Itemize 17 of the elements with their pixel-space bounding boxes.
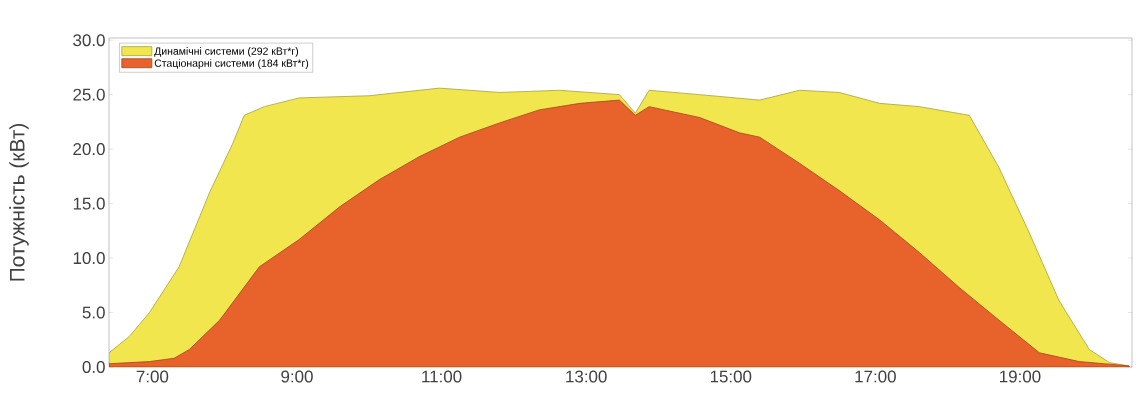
y-tick-label: 5.0 (82, 306, 105, 319)
legend-label: Динамічні системи (292 кВт*г) (154, 47, 299, 57)
x-tick-label: 19:00 (1000, 370, 1041, 383)
x-tick-label: 13:00 (566, 370, 607, 383)
y-tick-label: 20.0 (73, 143, 105, 156)
y-tick-label: 25.0 (73, 88, 105, 101)
x-tick-label: 11:00 (422, 370, 462, 383)
y-tick-label: 15.0 (73, 197, 105, 210)
y-axis-title: Потужність (кВт) (9, 123, 29, 281)
x-tick-label: 17:00 (855, 370, 896, 383)
legend-label: Стаціонарні системи (184 кВт*г) (154, 59, 309, 69)
x-tick-label: 15:00 (710, 370, 752, 383)
y-tick-label: 30.0 (73, 34, 105, 47)
x-tick-label: 7:00 (136, 370, 169, 383)
y-tick-label: 0.0 (82, 361, 105, 373)
x-tick-label: 9:00 (281, 370, 313, 383)
y-tick-label: 10.0 (73, 252, 105, 265)
